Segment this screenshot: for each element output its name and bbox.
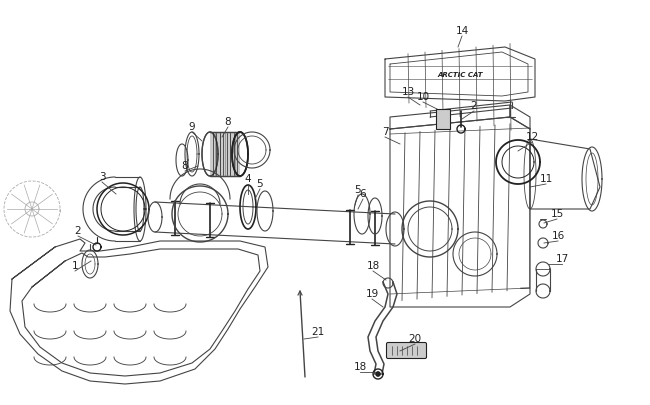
Text: 11: 11	[540, 174, 552, 183]
Text: 16: 16	[551, 230, 565, 241]
Text: 8: 8	[225, 117, 231, 127]
Polygon shape	[376, 372, 380, 376]
Text: 8: 8	[182, 161, 188, 171]
Text: 18: 18	[367, 260, 380, 270]
Text: 14: 14	[456, 26, 469, 36]
Text: 21: 21	[311, 326, 324, 336]
Text: 10: 10	[417, 92, 430, 102]
Text: 3: 3	[99, 172, 105, 181]
Text: 1: 1	[72, 260, 78, 270]
Text: 17: 17	[555, 254, 569, 263]
Bar	[210, 133, 240, 177]
Text: 5: 5	[355, 185, 361, 194]
Text: 15: 15	[551, 209, 564, 218]
Text: 20: 20	[408, 333, 422, 343]
Text: 5: 5	[257, 179, 263, 189]
Text: 19: 19	[365, 288, 378, 298]
Text: 2: 2	[75, 226, 81, 235]
Text: 2: 2	[471, 101, 477, 111]
Text: 6: 6	[359, 189, 367, 198]
Text: ARCTIC CAT: ARCTIC CAT	[437, 72, 483, 78]
Text: 4: 4	[244, 174, 252, 183]
Text: 12: 12	[525, 132, 539, 142]
Bar	[436, 110, 450, 130]
Text: 7: 7	[382, 127, 388, 136]
Text: 9: 9	[188, 122, 195, 132]
FancyBboxPatch shape	[387, 343, 426, 358]
Text: 13: 13	[401, 87, 415, 97]
Text: 18: 18	[354, 361, 367, 371]
